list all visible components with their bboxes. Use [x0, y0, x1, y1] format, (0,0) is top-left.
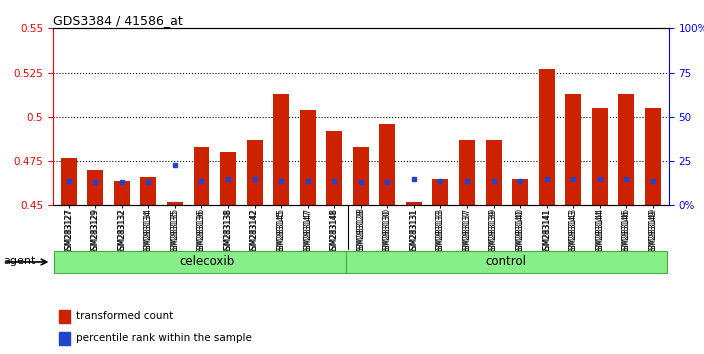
Text: GSM283147: GSM283147 — [303, 207, 312, 254]
Text: percentile rank within the sample: percentile rank within the sample — [76, 333, 252, 343]
Text: GSM283130: GSM283130 — [383, 207, 392, 254]
Text: GSM283143: GSM283143 — [569, 207, 578, 254]
Bar — [406, 202, 422, 205]
Bar — [565, 94, 582, 205]
Text: GSM283133: GSM283133 — [436, 207, 445, 254]
Bar — [167, 202, 183, 205]
FancyBboxPatch shape — [346, 251, 667, 273]
Text: GSM283140: GSM283140 — [515, 207, 524, 254]
Bar — [59, 332, 70, 345]
Bar — [114, 181, 130, 205]
Bar — [645, 108, 661, 205]
Text: GSM283132: GSM283132 — [118, 207, 126, 253]
Text: GSM283135: GSM283135 — [170, 207, 180, 254]
Bar — [300, 110, 315, 205]
Bar — [592, 108, 608, 205]
Bar — [379, 124, 396, 205]
FancyBboxPatch shape — [54, 251, 346, 273]
Text: GDS3384 / 41586_at: GDS3384 / 41586_at — [53, 14, 182, 27]
Text: GSM283149: GSM283149 — [648, 207, 658, 254]
Text: GSM283141: GSM283141 — [542, 207, 551, 253]
Text: GSM283148: GSM283148 — [329, 207, 339, 253]
Text: GSM283144: GSM283144 — [596, 207, 604, 254]
Text: GSM283137: GSM283137 — [463, 207, 472, 254]
Bar — [459, 140, 475, 205]
Text: GSM283134: GSM283134 — [144, 207, 153, 254]
Text: agent: agent — [4, 256, 36, 266]
Text: control: control — [485, 256, 526, 268]
Text: GSM283146: GSM283146 — [622, 207, 631, 254]
Bar — [512, 179, 528, 205]
Text: GSM283145: GSM283145 — [277, 207, 286, 254]
Text: GSM283138: GSM283138 — [224, 207, 232, 253]
Bar — [432, 179, 448, 205]
Bar — [220, 152, 236, 205]
Bar — [273, 94, 289, 205]
Bar — [140, 177, 156, 205]
Text: celecoxib: celecoxib — [180, 256, 234, 268]
Bar — [61, 158, 77, 205]
Bar — [618, 94, 634, 205]
Text: GSM283131: GSM283131 — [410, 207, 418, 253]
Bar — [194, 147, 210, 205]
Text: GSM283142: GSM283142 — [250, 207, 259, 253]
Bar — [59, 310, 70, 323]
Text: GSM283139: GSM283139 — [489, 207, 498, 254]
Text: GSM283129: GSM283129 — [91, 207, 100, 253]
Bar — [246, 140, 263, 205]
Text: GSM283136: GSM283136 — [197, 207, 206, 254]
Text: transformed count: transformed count — [76, 312, 174, 321]
Bar — [326, 131, 342, 205]
Bar — [486, 140, 501, 205]
Bar — [87, 170, 103, 205]
Bar — [539, 69, 555, 205]
Text: GSM283127: GSM283127 — [64, 207, 73, 253]
Bar — [353, 147, 369, 205]
Text: GSM283128: GSM283128 — [356, 207, 365, 253]
